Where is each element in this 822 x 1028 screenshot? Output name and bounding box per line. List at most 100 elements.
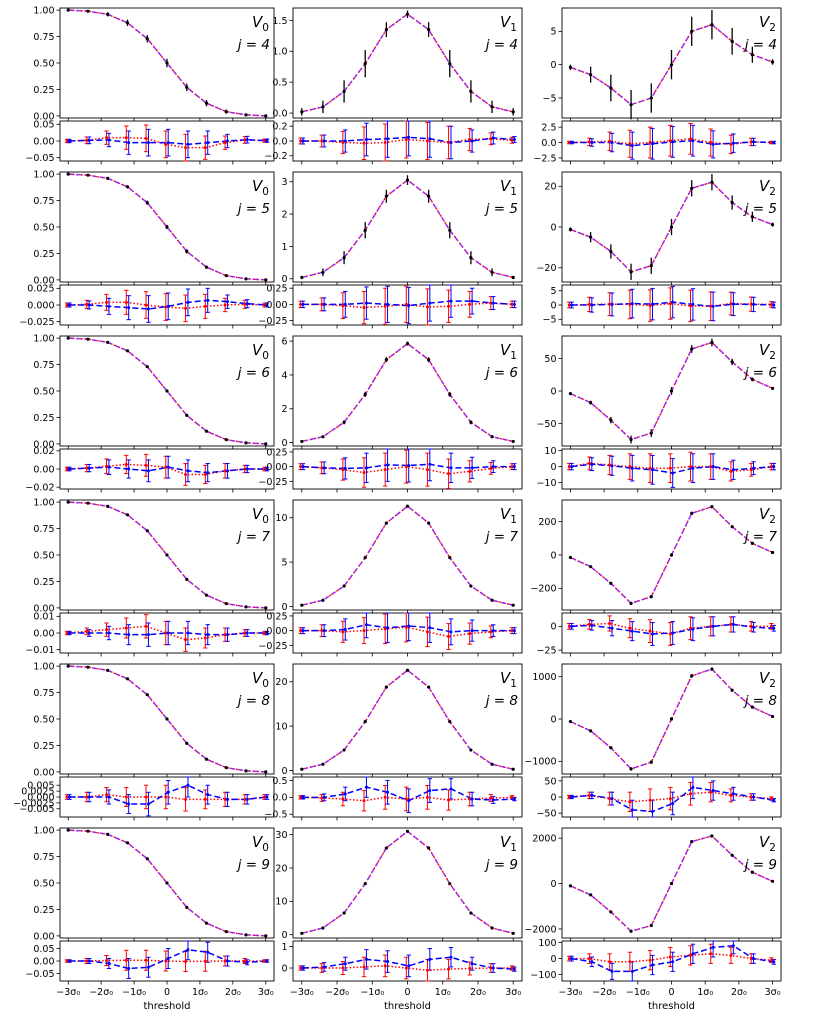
measured-point bbox=[264, 606, 268, 610]
residual-red-point bbox=[689, 792, 693, 796]
residual-axis-xtick-label: −3σ₀ bbox=[290, 987, 314, 998]
residual-red-point bbox=[223, 141, 227, 145]
residual-blue-point bbox=[407, 799, 411, 803]
residual-red-point bbox=[447, 304, 451, 308]
residual-red-point bbox=[709, 465, 713, 469]
residual-red-point bbox=[447, 635, 451, 639]
residual-axis-ytick-label: −0.0025 bbox=[13, 798, 54, 809]
main-axis-frame bbox=[292, 7, 523, 119]
residual-red-point bbox=[729, 793, 733, 797]
residual-red-point bbox=[608, 302, 612, 306]
residual-red-point bbox=[320, 466, 324, 470]
panel-scale-label: j = 5 bbox=[743, 201, 777, 217]
residual-red-point bbox=[404, 302, 408, 306]
residual-blue-point bbox=[343, 139, 347, 143]
measured-point bbox=[165, 717, 169, 721]
residual-red-point bbox=[299, 302, 303, 306]
measured-point bbox=[448, 720, 452, 724]
residual-blue-point bbox=[630, 302, 634, 306]
panel-title-label: V1 bbox=[500, 833, 517, 854]
measured-point bbox=[321, 270, 325, 274]
residual-axis-xtick-label: 2σ₀ bbox=[225, 987, 241, 998]
residual-axis-xtick-label: 3σ₀ bbox=[505, 987, 521, 998]
measured-point bbox=[106, 176, 110, 180]
main-axis-ytick-label: −50 bbox=[536, 419, 556, 430]
model-b-line bbox=[301, 342, 514, 443]
residual-blue-point bbox=[343, 962, 347, 966]
measured-point bbox=[490, 762, 494, 766]
residual-blue-point bbox=[491, 136, 495, 140]
residual-blue-point bbox=[225, 959, 229, 963]
panel-scale-label: j = 8 bbox=[743, 693, 777, 709]
measured-point bbox=[770, 222, 775, 227]
residual-red-point bbox=[184, 797, 188, 801]
residual-axis-xtick-label: 3σ₀ bbox=[765, 987, 781, 998]
residual-axis-ytick-label: 0.2 bbox=[272, 122, 287, 133]
main-axis-ytick-label: 0.75 bbox=[33, 32, 54, 43]
residual-axis-ytick-label: 0.05 bbox=[33, 120, 54, 131]
residual-blue-point bbox=[127, 967, 131, 970]
model-a-line bbox=[301, 13, 514, 113]
measured-point bbox=[511, 931, 515, 935]
residual-red-point bbox=[729, 469, 733, 473]
residual-blue-point bbox=[186, 469, 190, 473]
panel-title-label: V1 bbox=[500, 341, 517, 362]
main-axis-ytick-label: −5 bbox=[542, 93, 556, 104]
residual-red-point bbox=[628, 800, 632, 804]
residual-blue-point bbox=[87, 959, 91, 963]
measured-point bbox=[770, 386, 775, 391]
measured-point bbox=[669, 63, 674, 67]
main-axis-ytick-label: 1.00 bbox=[33, 170, 54, 181]
measured-point bbox=[511, 275, 515, 280]
panel-scale-label: j = 5 bbox=[236, 201, 270, 217]
main-axis-ytick-label: 3 bbox=[281, 177, 287, 188]
main-axis-frame bbox=[292, 499, 523, 611]
residual-blue-point bbox=[449, 630, 453, 634]
residual-red-point bbox=[404, 138, 408, 142]
measured-point bbox=[609, 746, 613, 750]
residual-red-point bbox=[341, 966, 345, 970]
residual-axis-ytick-label: −10 bbox=[536, 478, 556, 489]
measured-point bbox=[66, 828, 70, 832]
residual-blue-point bbox=[245, 960, 249, 964]
residual-blue-point bbox=[650, 632, 654, 636]
residual-blue-point bbox=[570, 303, 574, 307]
residual-red-point bbox=[769, 958, 773, 962]
residual-axis-ytick-label: 0.5 bbox=[272, 776, 287, 787]
panel-title-label: V2 bbox=[759, 177, 776, 198]
measured-point bbox=[405, 342, 410, 346]
measured-point bbox=[568, 884, 573, 888]
main-axis-ytick-label: 20 bbox=[275, 677, 287, 688]
measured-point bbox=[649, 595, 653, 599]
residual-blue-point bbox=[245, 631, 249, 635]
residual-red-point bbox=[709, 624, 713, 628]
residual-red-point bbox=[567, 141, 571, 145]
panel-scale-label: j = 8 bbox=[484, 693, 518, 709]
measured-point bbox=[342, 420, 346, 424]
residual-blue-point bbox=[428, 957, 432, 961]
residual-blue-point bbox=[245, 467, 249, 471]
panel-title-label: V0 bbox=[252, 833, 269, 854]
residual-blue-point bbox=[570, 141, 574, 145]
measured-point bbox=[264, 770, 268, 774]
residual-red-point bbox=[65, 467, 69, 471]
measured-point bbox=[106, 340, 110, 344]
measured-point bbox=[321, 105, 325, 109]
main-axis-ytick-label: 0.50 bbox=[33, 386, 54, 397]
main-axis-ytick-label: 0.50 bbox=[33, 58, 54, 69]
residual-blue-point bbox=[470, 299, 474, 303]
panel-scale-label: j = 6 bbox=[743, 365, 777, 381]
measured-point bbox=[342, 748, 346, 752]
residual-blue-point bbox=[650, 963, 654, 967]
residual-axis-xtick-label: 1σ₀ bbox=[192, 987, 208, 998]
residual-red-point bbox=[105, 793, 109, 797]
residual-blue-point bbox=[630, 144, 634, 148]
residual-blue-line bbox=[69, 138, 268, 146]
residual-blue-point bbox=[343, 627, 347, 631]
residual-blue-point bbox=[386, 626, 390, 630]
panel-V1-j=4: 0.0 0.5 1.0 1.5 V1 j = 4 −0.2 0.0 0.2 bbox=[264, 7, 523, 165]
residual-blue-point bbox=[711, 789, 715, 793]
model-b-line bbox=[68, 337, 266, 445]
residual-blue-point bbox=[407, 304, 411, 308]
main-axis-ytick-label: 0.75 bbox=[33, 524, 54, 535]
